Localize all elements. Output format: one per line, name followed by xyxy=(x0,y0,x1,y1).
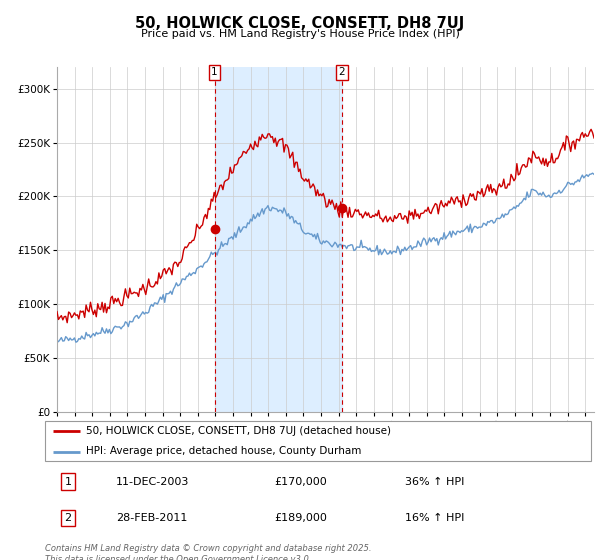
Text: 50, HOLWICK CLOSE, CONSETT, DH8 7UJ (detached house): 50, HOLWICK CLOSE, CONSETT, DH8 7UJ (det… xyxy=(86,426,391,436)
Text: 36% ↑ HPI: 36% ↑ HPI xyxy=(406,477,465,487)
Text: Price paid vs. HM Land Registry's House Price Index (HPI): Price paid vs. HM Land Registry's House … xyxy=(140,29,460,39)
Text: 11-DEC-2003: 11-DEC-2003 xyxy=(116,477,190,487)
Text: 28-FEB-2011: 28-FEB-2011 xyxy=(116,513,187,522)
Text: HPI: Average price, detached house, County Durham: HPI: Average price, detached house, Coun… xyxy=(86,446,361,456)
Text: 50, HOLWICK CLOSE, CONSETT, DH8 7UJ: 50, HOLWICK CLOSE, CONSETT, DH8 7UJ xyxy=(136,16,464,31)
Text: 1: 1 xyxy=(211,67,218,77)
Text: 2: 2 xyxy=(64,513,71,522)
Text: Contains HM Land Registry data © Crown copyright and database right 2025.
This d: Contains HM Land Registry data © Crown c… xyxy=(45,544,371,560)
Text: 1: 1 xyxy=(64,477,71,487)
Bar xyxy=(215,67,341,412)
FancyBboxPatch shape xyxy=(45,421,591,461)
Text: £189,000: £189,000 xyxy=(274,513,327,522)
Text: £170,000: £170,000 xyxy=(274,477,327,487)
Text: 16% ↑ HPI: 16% ↑ HPI xyxy=(406,513,465,522)
Text: 2: 2 xyxy=(338,67,345,77)
